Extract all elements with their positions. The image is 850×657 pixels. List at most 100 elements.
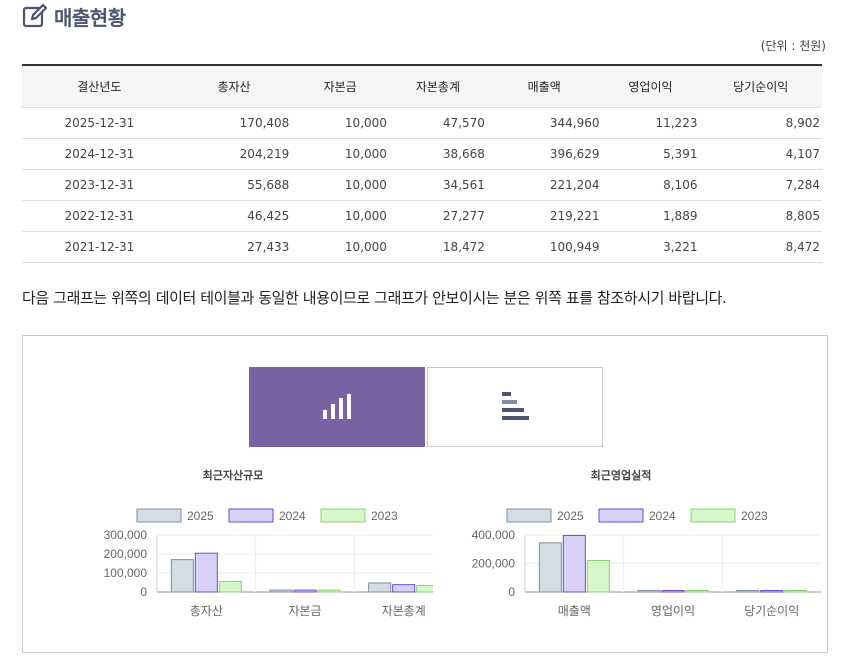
table-row: 2021-12-31 27,433 10,000 18,472 100,949 …: [22, 231, 822, 263]
bar: [368, 582, 392, 593]
unit-note: (단위 : 천원): [760, 39, 826, 53]
bar: [269, 589, 293, 593]
table-cell: 221,204: [486, 169, 602, 201]
x-tick-label: 자본금: [288, 604, 321, 618]
table-cell: 10,000: [291, 107, 389, 139]
bar: [293, 589, 317, 593]
table-cell: 2023-12-31: [22, 169, 177, 201]
legend-label: 2023: [371, 509, 398, 523]
y-tick-label: 100,000: [104, 566, 148, 580]
legend-label: 2023: [741, 509, 768, 523]
table-row: 2025-12-31 170,408 10,000 47,570 344,960…: [22, 107, 822, 139]
financial-table: 결산년도 총자산 자본금 자본총계 매출액 영업이익 당기순이익 2025-12…: [22, 64, 822, 263]
bar: [218, 580, 242, 593]
col-header: 당기순이익: [699, 65, 822, 108]
table-header-row: 결산년도 총자산 자본금 자본총계 매출액 영업이익 당기순이익: [22, 65, 822, 108]
col-header: 자본금: [291, 65, 389, 108]
x-tick-label: 영업이익: [651, 604, 695, 618]
legend-swatch: [506, 508, 552, 523]
table-cell: 170,408: [176, 107, 292, 139]
bar: [194, 552, 218, 593]
horizontal-chart-toggle[interactable]: [427, 367, 603, 447]
page-title: 매출현황: [54, 5, 126, 30]
table-row: 2023-12-31 55,688 10,000 34,561 221,204 …: [22, 169, 822, 201]
table-cell: 2021-12-31: [22, 231, 177, 263]
legend-label: 2025: [187, 509, 214, 523]
vertical-bar-chart-icon: [323, 394, 351, 419]
chart-notice: 다음 그래프는 위쪽의 데이터 테이블과 동일한 내용이므로 그래프가 안보이시…: [22, 289, 727, 307]
x-tick-label: 당기순이익: [744, 604, 799, 618]
table-row: 2022-12-31 46,425 10,000 27,277 219,221 …: [22, 200, 822, 232]
bar: [170, 559, 194, 593]
horizontal-bar-chart-icon: [502, 392, 529, 420]
col-header: 매출액: [486, 65, 602, 108]
table-cell: 55,688: [176, 169, 292, 201]
table-cell: 8,472: [699, 231, 822, 263]
bar: [317, 589, 341, 593]
bar: [586, 559, 610, 593]
legend-label: 2025: [557, 509, 584, 523]
legend-swatch: [320, 508, 366, 523]
legend-swatch: [690, 508, 736, 523]
y-tick-label: 300,000: [104, 528, 148, 542]
bar: [760, 590, 784, 593]
table-cell: 2024-12-31: [22, 138, 177, 170]
y-tick-label: 0: [140, 585, 147, 599]
bar: [784, 590, 808, 593]
legend-swatch: [228, 508, 274, 523]
legend-label: 2024: [279, 509, 306, 523]
bar: [392, 584, 416, 593]
table-cell: 10,000: [291, 169, 389, 201]
table-cell: 10,000: [291, 231, 389, 263]
asset-bar-chart: 최근자산규모 2025 2024 2023 300,000 200,000 100,000 0…: [104, 468, 433, 618]
asset-chart: 최근자산규모 2025 2024 2023 300,000 200,000 100,000 0…: [53, 461, 433, 651]
y-tick-label: 400,000: [472, 528, 516, 542]
y-tick-label: 0: [508, 585, 515, 599]
legend-swatch: [598, 508, 644, 523]
y-tick-label: 200,000: [472, 557, 516, 571]
col-header: 자본총계: [388, 65, 487, 108]
vertical-chart-toggle[interactable]: [249, 367, 425, 447]
table-cell: 10,000: [291, 138, 389, 170]
table-cell: 10,000: [291, 200, 389, 232]
bar: [416, 584, 433, 593]
col-header: 결산년도: [22, 65, 177, 108]
table-cell: 46,425: [176, 200, 292, 232]
col-header: 총자산: [176, 65, 292, 108]
table-cell: 2025-12-31: [22, 107, 177, 139]
table-cell: 27,277: [388, 200, 487, 232]
bar: [736, 590, 760, 593]
table-cell: 8,805: [699, 200, 822, 232]
table-cell: 219,221: [486, 200, 602, 232]
table-cell: 11,223: [601, 107, 700, 139]
table-cell: 344,960: [486, 107, 602, 139]
section-header: 매출현황: [22, 3, 126, 30]
table-cell: 47,570: [388, 107, 487, 139]
table-cell: 8,902: [699, 107, 822, 139]
table-cell: 5,391: [601, 138, 700, 170]
performance-bar-chart: 최근영업실적 2025 2024 2023 400,000 200,000 0 매출액 영업이익…: [472, 468, 821, 618]
x-tick-label: 매출액: [558, 604, 591, 618]
legend-label: 2024: [649, 509, 676, 523]
table-cell: 34,561: [388, 169, 487, 201]
bar: [637, 589, 661, 593]
table-cell: 2022-12-31: [22, 200, 177, 232]
table-cell: 4,107: [699, 138, 822, 170]
bar: [685, 590, 709, 593]
table-cell: 204,219: [176, 138, 292, 170]
chart-title: 최근영업실적: [591, 468, 652, 482]
table-cell: 3,221: [601, 231, 700, 263]
table-cell: 38,668: [388, 138, 487, 170]
table-cell: 100,949: [486, 231, 602, 263]
table-cell: 1,889: [601, 200, 700, 232]
legend-swatch: [136, 508, 182, 523]
chart-panel: 최근자산규모 2025 2024 2023 300,000 200,000 100,000 0…: [22, 335, 828, 653]
x-tick-label: 자본총계: [382, 604, 426, 618]
table-row: 2024-12-31 204,219 10,000 38,668 396,629…: [22, 138, 822, 170]
table-cell: 18,472: [388, 231, 487, 263]
bar: [538, 542, 562, 593]
table-cell: 27,433: [176, 231, 292, 263]
col-header: 영업이익: [601, 65, 700, 108]
table-cell: 8,106: [601, 169, 700, 201]
bar: [562, 534, 586, 593]
